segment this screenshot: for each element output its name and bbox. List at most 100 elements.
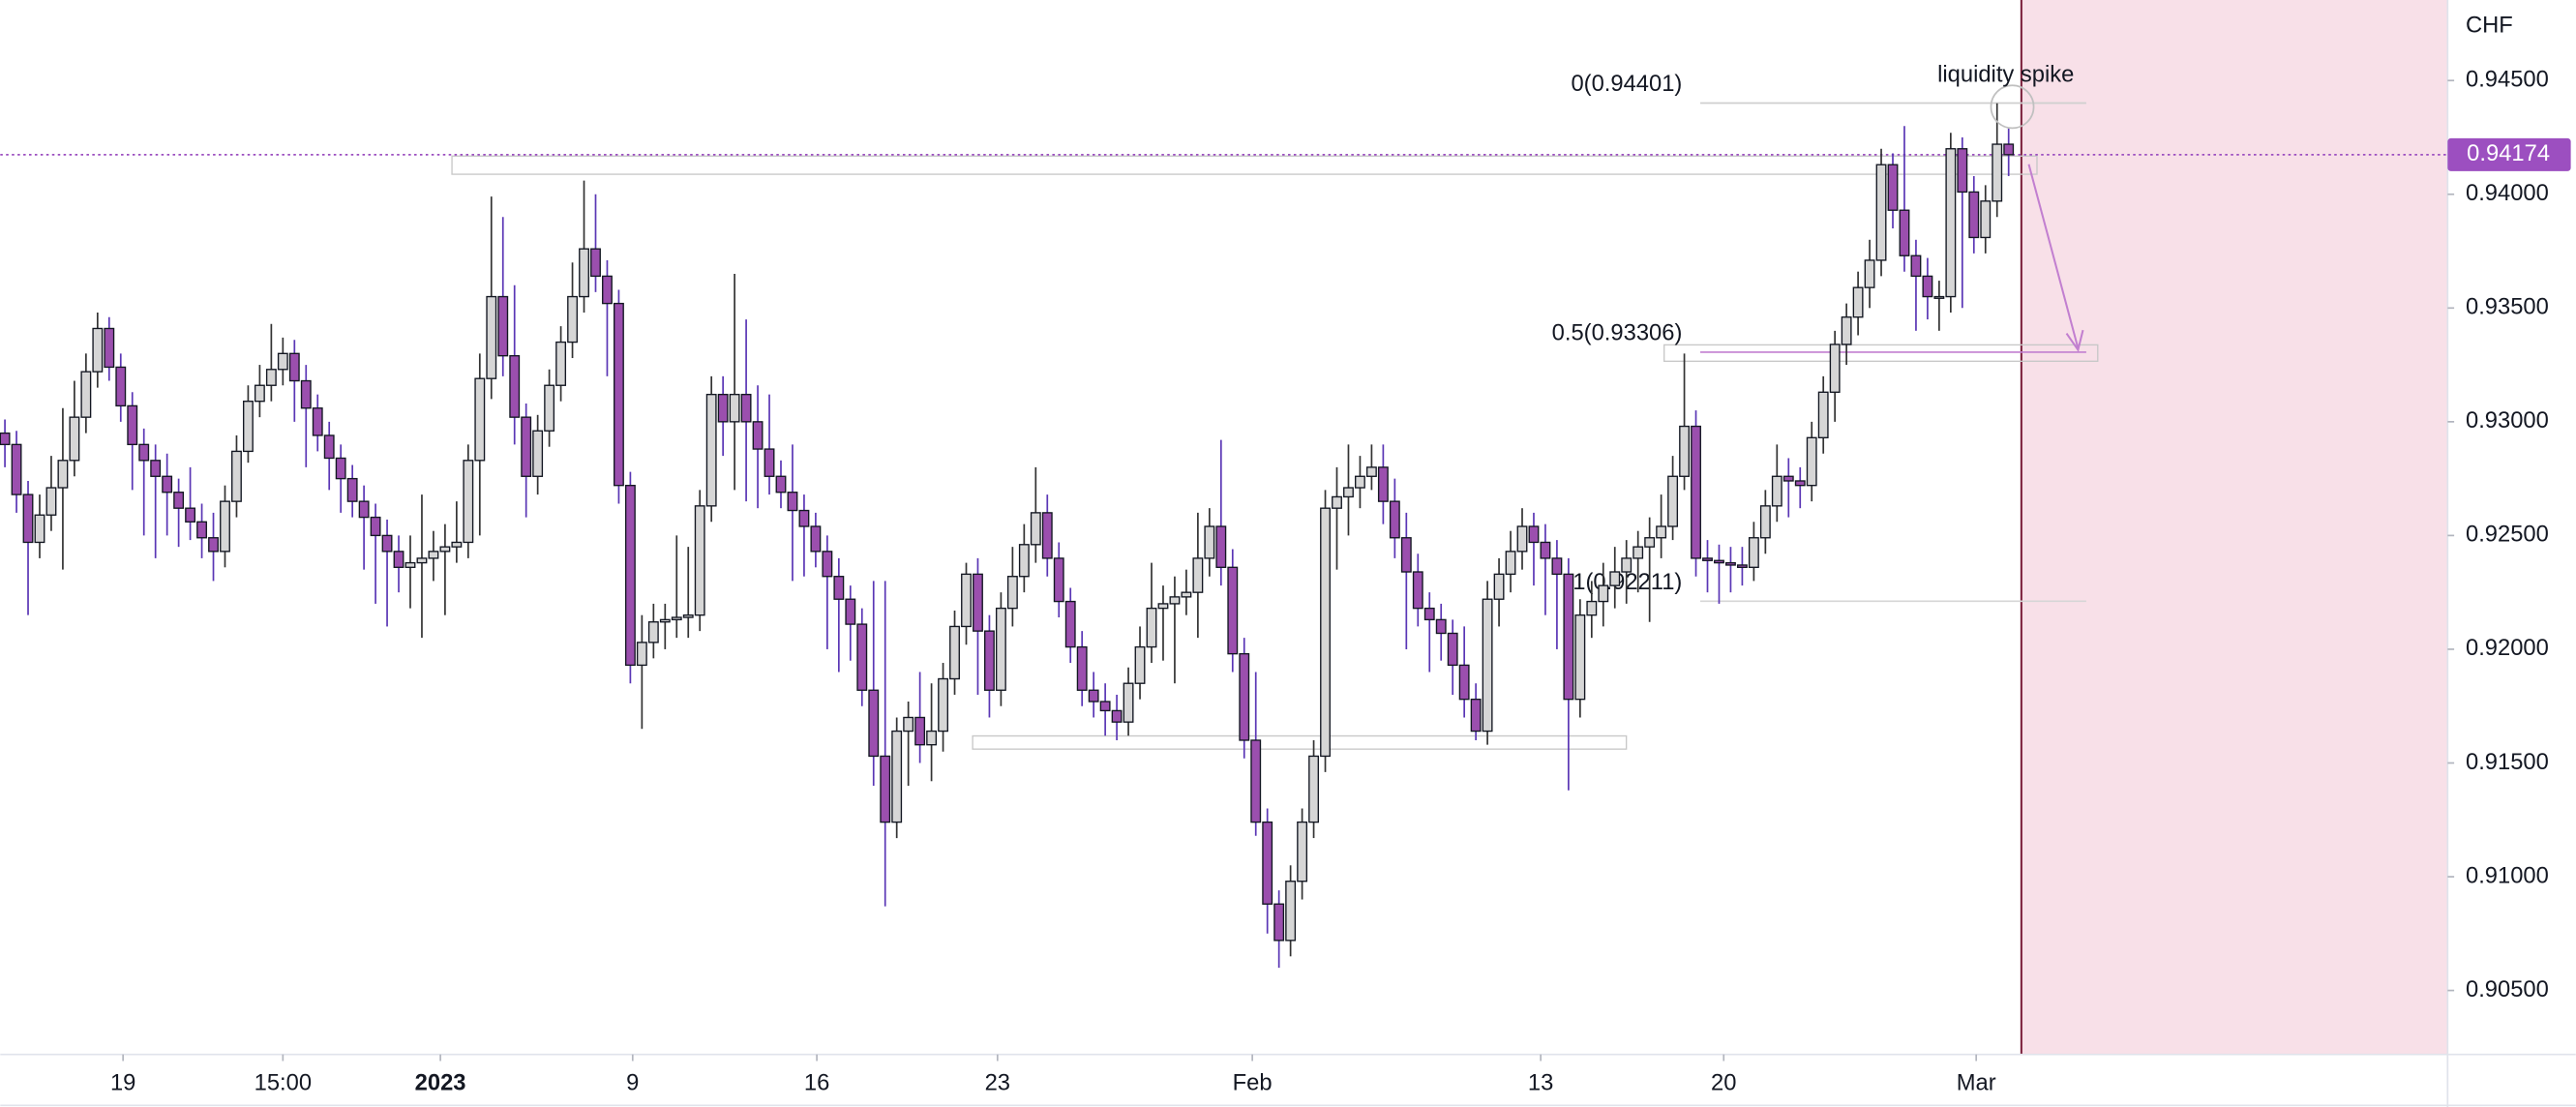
- candle-body-up: [45, 487, 57, 516]
- candle-body-up: [1297, 821, 1308, 883]
- candle-body-up: [231, 450, 242, 502]
- candle-body-down: [208, 537, 219, 553]
- candle-body-up: [1332, 495, 1342, 509]
- candle-body-down: [196, 521, 207, 539]
- candle-body-up: [1204, 525, 1215, 559]
- candle-body-up: [1493, 573, 1505, 600]
- y-tick-label: 0.94000: [2466, 180, 2549, 206]
- candle-body-up: [69, 416, 80, 462]
- candle-body-down: [1111, 709, 1123, 723]
- candle-body-down: [104, 327, 115, 369]
- candle-body-up: [1006, 576, 1018, 610]
- candle-body-up: [1864, 259, 1875, 288]
- candle-body-up: [1169, 596, 1181, 605]
- candle-body-down: [1540, 541, 1551, 559]
- candle-body-up: [474, 377, 486, 462]
- candle-body-down: [752, 421, 764, 450]
- fib-label: 0(0.94401): [1571, 71, 1682, 97]
- y-tick-label: 0.91500: [2466, 749, 2549, 775]
- candle-body-down: [1377, 466, 1389, 502]
- y-tick-label: 0.94500: [2466, 67, 2549, 93]
- target-arrow-head: [2065, 329, 2084, 352]
- candle-body-up: [995, 607, 1006, 691]
- candle-body-down: [1551, 557, 1563, 576]
- candle-body-up: [1609, 571, 1621, 586]
- candle-body-down: [1412, 571, 1423, 610]
- candle-body-down: [1782, 475, 1794, 482]
- candle-body-up: [532, 430, 544, 477]
- candle-body-up: [1146, 607, 1157, 648]
- x-tick-label: 23: [985, 1070, 1010, 1096]
- candle-body-down: [0, 432, 11, 446]
- candle-body-up: [1320, 507, 1331, 758]
- candle-body-down: [346, 477, 358, 502]
- candle-body-up: [1992, 143, 2003, 202]
- candle-body-down: [787, 492, 798, 512]
- candle-body-up: [57, 460, 69, 489]
- candle-body-down: [162, 475, 173, 494]
- candle-body-down: [1922, 275, 1933, 298]
- candle-body-down: [381, 534, 393, 553]
- candle-body-down: [173, 492, 185, 509]
- candle-body-down: [1239, 652, 1250, 741]
- candle-body-up: [1192, 557, 1204, 593]
- candle-body-down: [358, 500, 370, 519]
- candle-body-down: [1714, 559, 1724, 564]
- candle-body-up: [1806, 436, 1817, 487]
- candle-body-up: [1980, 200, 1992, 239]
- candle-body-up: [439, 546, 451, 553]
- candle-body-up: [1875, 164, 1887, 261]
- candle-body-down: [115, 366, 127, 407]
- candle-body-up: [463, 460, 474, 544]
- fib-label: 1(0.92211): [1573, 569, 1682, 595]
- candle-body-down: [1725, 561, 1736, 566]
- x-tick-label: Feb: [1233, 1070, 1273, 1096]
- candle-body-down: [740, 393, 752, 423]
- y-tick-label: 0.91000: [2466, 862, 2549, 888]
- candle-body-up: [1644, 537, 1656, 548]
- candle-body-down: [845, 598, 856, 625]
- candle-body-down: [1053, 557, 1064, 603]
- candle-body-down: [1563, 573, 1574, 701]
- candle-body-up: [80, 371, 92, 418]
- candle-body-down: [2003, 143, 2015, 156]
- candle-body-down: [335, 457, 346, 480]
- fib-label: 0.5(0.93306): [1552, 320, 1683, 346]
- candle-body-up: [242, 401, 254, 453]
- candle-body-down: [1458, 664, 1470, 701]
- future-region: [2021, 0, 2448, 1055]
- candle-body-down: [1389, 500, 1400, 539]
- candle-body-down: [393, 551, 404, 568]
- candle-body-up: [1817, 391, 1829, 438]
- candle-body-up: [682, 613, 694, 618]
- y-tick-label: 0.92500: [2466, 522, 2549, 548]
- candle-body-down: [624, 484, 636, 667]
- candle-body-up: [1123, 682, 1134, 723]
- candle-body-up: [647, 621, 659, 643]
- last-price-label: 0.94174: [2467, 140, 2550, 166]
- candle-body-up: [1656, 525, 1667, 539]
- candle-body-up: [1679, 425, 1690, 477]
- last-price-box: [2447, 137, 2571, 171]
- candle-body-down: [509, 354, 521, 418]
- candle-body-down: [370, 516, 381, 537]
- candle-body-down: [590, 248, 601, 278]
- candle-body-up: [1586, 600, 1598, 616]
- candle-body-down: [22, 494, 34, 544]
- candle-body-down: [1899, 209, 1910, 256]
- spike-circle: [1990, 84, 2035, 130]
- candle-body-down: [810, 525, 822, 553]
- candle-body-up: [1598, 584, 1609, 603]
- candle-body-up: [1945, 148, 1957, 298]
- target-arrow: [2027, 164, 2080, 349]
- candle-body-up: [404, 561, 416, 568]
- candle-body-up: [555, 341, 567, 386]
- candle-body-up: [938, 677, 948, 733]
- candle-body-down: [1227, 566, 1239, 655]
- candle-body-down: [984, 630, 995, 691]
- candle-body-down: [1794, 480, 1806, 487]
- candle-body-up: [1933, 295, 1945, 299]
- candle-body-up: [1181, 591, 1192, 598]
- candle-body-down: [1691, 425, 1701, 559]
